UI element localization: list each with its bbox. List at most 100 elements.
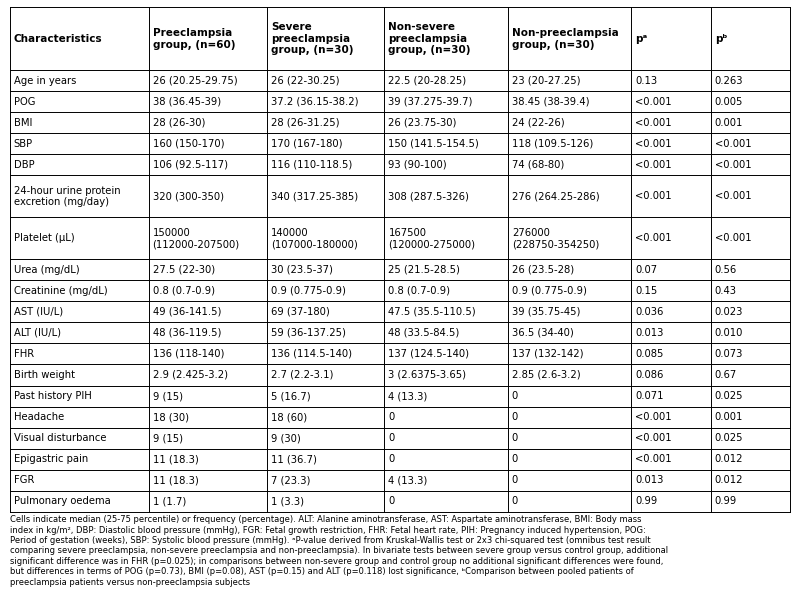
Text: FHR: FHR bbox=[14, 349, 34, 359]
Text: 150000
(112000-207500): 150000 (112000-207500) bbox=[153, 228, 240, 249]
Text: 0.012: 0.012 bbox=[714, 475, 743, 485]
Text: <0.001: <0.001 bbox=[635, 412, 672, 422]
Text: <0.001: <0.001 bbox=[635, 191, 672, 201]
Text: 18 (60): 18 (60) bbox=[271, 412, 307, 422]
Text: 9 (15): 9 (15) bbox=[153, 391, 182, 401]
Text: 0: 0 bbox=[512, 454, 518, 464]
Text: 0.005: 0.005 bbox=[714, 97, 743, 107]
Text: Characteristics: Characteristics bbox=[14, 34, 102, 43]
Text: Creatinine (mg/dL): Creatinine (mg/dL) bbox=[14, 286, 107, 296]
Text: 28 (26-30): 28 (26-30) bbox=[153, 118, 205, 128]
Text: 0.56: 0.56 bbox=[714, 265, 737, 275]
Text: 59 (36-137.25): 59 (36-137.25) bbox=[271, 328, 346, 338]
Text: 136 (118-140): 136 (118-140) bbox=[153, 349, 224, 359]
Text: Birth weight: Birth weight bbox=[14, 370, 74, 380]
Text: Visual disturbance: Visual disturbance bbox=[14, 433, 106, 443]
Text: 0.9 (0.775-0.9): 0.9 (0.775-0.9) bbox=[512, 286, 586, 296]
Text: 0.07: 0.07 bbox=[635, 265, 658, 275]
Text: 167500
(120000-275000): 167500 (120000-275000) bbox=[388, 228, 475, 249]
Text: Platelet (μL): Platelet (μL) bbox=[14, 233, 74, 243]
Text: 340 (317.25-385): 340 (317.25-385) bbox=[271, 191, 358, 201]
Text: Past history PIH: Past history PIH bbox=[14, 391, 91, 401]
Text: 74 (68-80): 74 (68-80) bbox=[512, 160, 564, 170]
Text: 0.43: 0.43 bbox=[714, 286, 737, 296]
Text: 0: 0 bbox=[512, 412, 518, 422]
Text: Cells indicate median (25-75 percentile) or frequency (percentage). ALT: Alanine: Cells indicate median (25-75 percentile)… bbox=[10, 515, 668, 586]
Text: DBP: DBP bbox=[14, 160, 34, 170]
Text: 308 (287.5-326): 308 (287.5-326) bbox=[388, 191, 470, 201]
Text: 0.010: 0.010 bbox=[714, 328, 743, 338]
Text: POG: POG bbox=[14, 97, 35, 107]
Text: 170 (167-180): 170 (167-180) bbox=[271, 139, 342, 149]
Text: 38 (36.45-39): 38 (36.45-39) bbox=[153, 97, 221, 107]
Text: 47.5 (35.5-110.5): 47.5 (35.5-110.5) bbox=[388, 307, 476, 317]
Text: 0.8 (0.7-0.9): 0.8 (0.7-0.9) bbox=[388, 286, 450, 296]
Text: 39 (35.75-45): 39 (35.75-45) bbox=[512, 307, 580, 317]
Text: FGR: FGR bbox=[14, 475, 34, 485]
Text: 5 (16.7): 5 (16.7) bbox=[271, 391, 311, 401]
Text: 18 (30): 18 (30) bbox=[153, 412, 189, 422]
Text: 1 (1.7): 1 (1.7) bbox=[153, 496, 186, 506]
Text: 0: 0 bbox=[388, 496, 394, 506]
Text: 11 (18.3): 11 (18.3) bbox=[153, 454, 198, 464]
Text: 9 (30): 9 (30) bbox=[271, 433, 301, 443]
Text: 93 (90-100): 93 (90-100) bbox=[388, 160, 447, 170]
Text: 7 (23.3): 7 (23.3) bbox=[271, 475, 310, 485]
Text: 0: 0 bbox=[388, 454, 394, 464]
Text: <0.001: <0.001 bbox=[635, 118, 672, 128]
Text: 0.67: 0.67 bbox=[714, 370, 737, 380]
Text: 0.012: 0.012 bbox=[714, 454, 743, 464]
Text: <0.001: <0.001 bbox=[635, 139, 672, 149]
Text: 0.025: 0.025 bbox=[714, 391, 743, 401]
Text: 36.5 (34-40): 36.5 (34-40) bbox=[512, 328, 574, 338]
Text: 69 (37-180): 69 (37-180) bbox=[271, 307, 330, 317]
Text: Urea (mg/dL): Urea (mg/dL) bbox=[14, 265, 79, 275]
Text: 0: 0 bbox=[388, 433, 394, 443]
Text: 0.036: 0.036 bbox=[635, 307, 663, 317]
Text: 28 (26-31.25): 28 (26-31.25) bbox=[271, 118, 340, 128]
Text: Pulmonary oedema: Pulmonary oedema bbox=[14, 496, 110, 506]
Text: 11 (18.3): 11 (18.3) bbox=[153, 475, 198, 485]
Text: 116 (110-118.5): 116 (110-118.5) bbox=[271, 160, 353, 170]
Text: 118 (109.5-126): 118 (109.5-126) bbox=[512, 139, 593, 149]
Text: 136 (114.5-140): 136 (114.5-140) bbox=[271, 349, 352, 359]
Text: Non-preeclampsia
group, (n=30): Non-preeclampsia group, (n=30) bbox=[512, 28, 618, 50]
Text: 22.5 (20-28.25): 22.5 (20-28.25) bbox=[388, 76, 466, 86]
Text: <0.001: <0.001 bbox=[714, 139, 751, 149]
Text: 26 (23.5-28): 26 (23.5-28) bbox=[512, 265, 574, 275]
Text: 0.263: 0.263 bbox=[714, 76, 743, 86]
Text: <0.001: <0.001 bbox=[714, 191, 751, 201]
Text: <0.001: <0.001 bbox=[635, 160, 672, 170]
Text: 276 (264.25-286): 276 (264.25-286) bbox=[512, 191, 599, 201]
Text: Preeclampsia
group, (n=60): Preeclampsia group, (n=60) bbox=[153, 28, 235, 50]
Text: 38.45 (38-39.4): 38.45 (38-39.4) bbox=[512, 97, 590, 107]
Text: <0.001: <0.001 bbox=[635, 233, 672, 243]
Text: 150 (141.5-154.5): 150 (141.5-154.5) bbox=[388, 139, 479, 149]
Text: 0.15: 0.15 bbox=[635, 286, 658, 296]
Text: Headache: Headache bbox=[14, 412, 64, 422]
Text: 0.025: 0.025 bbox=[714, 433, 743, 443]
Text: 0.13: 0.13 bbox=[635, 76, 658, 86]
Text: 48 (33.5-84.5): 48 (33.5-84.5) bbox=[388, 328, 460, 338]
Text: pᵇ: pᵇ bbox=[714, 34, 727, 43]
Text: <0.001: <0.001 bbox=[635, 97, 672, 107]
Text: 4 (13.3): 4 (13.3) bbox=[388, 391, 428, 401]
Text: 137 (124.5-140): 137 (124.5-140) bbox=[388, 349, 470, 359]
Text: 0.071: 0.071 bbox=[635, 391, 664, 401]
Text: 3 (2.6375-3.65): 3 (2.6375-3.65) bbox=[388, 370, 466, 380]
Text: 0.013: 0.013 bbox=[635, 475, 663, 485]
Text: 160 (150-170): 160 (150-170) bbox=[153, 139, 224, 149]
Text: 11 (36.7): 11 (36.7) bbox=[271, 454, 317, 464]
Text: Age in years: Age in years bbox=[14, 76, 76, 86]
Text: 320 (300-350): 320 (300-350) bbox=[153, 191, 223, 201]
Text: 48 (36-119.5): 48 (36-119.5) bbox=[153, 328, 221, 338]
Text: ALT (IU/L): ALT (IU/L) bbox=[14, 328, 61, 338]
Text: <0.001: <0.001 bbox=[714, 233, 751, 243]
Text: 26 (23.75-30): 26 (23.75-30) bbox=[388, 118, 457, 128]
Text: 0.013: 0.013 bbox=[635, 328, 663, 338]
Text: 49 (36-141.5): 49 (36-141.5) bbox=[153, 307, 221, 317]
Text: 0.9 (0.775-0.9): 0.9 (0.775-0.9) bbox=[271, 286, 346, 296]
Text: 4 (13.3): 4 (13.3) bbox=[388, 475, 428, 485]
Text: <0.001: <0.001 bbox=[635, 433, 672, 443]
Text: 140000
(107000-180000): 140000 (107000-180000) bbox=[271, 228, 358, 249]
